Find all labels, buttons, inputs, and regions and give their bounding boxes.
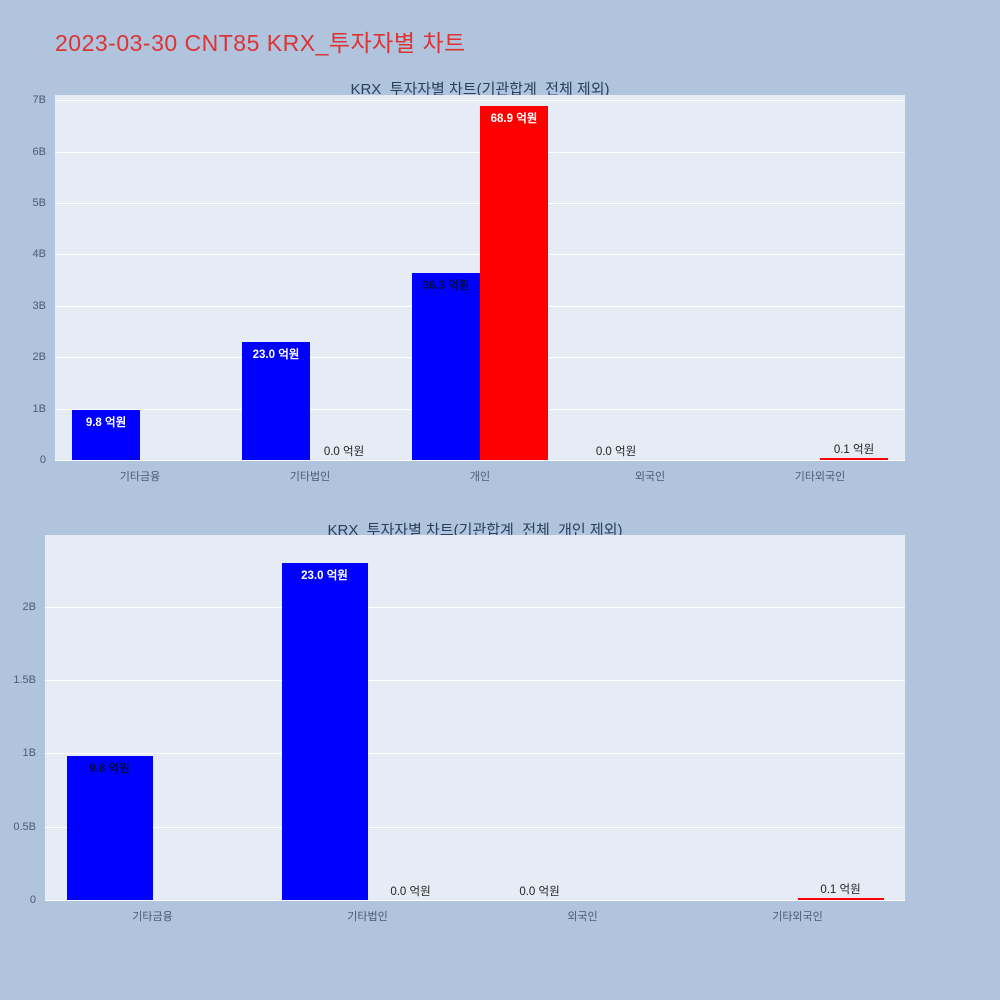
red-bar	[797, 897, 884, 900]
bar-value-label: 0.0 억원	[390, 886, 431, 898]
x-category-label: 개인	[469, 471, 491, 483]
bar-value-label: 0.1 억원	[833, 443, 875, 456]
x-category-label: 기타외국인	[794, 471, 846, 483]
x-axis: 기타금융 기타법인 외국인 기타외국인	[45, 905, 905, 923]
plot-area: 0 0.5B 1B 1.5B 2B 9.8 억원 23.0 억원 0.0 억원 0.0 억원 0.…	[13, 535, 905, 906]
chart-title: KRX_투자자별 차트(기관합계_전체 제외)	[350, 81, 610, 98]
y-tick-label: 6B	[32, 145, 46, 158]
grid-line	[45, 826, 905, 828]
y-tick-label: 5B	[32, 196, 46, 209]
blue-bar	[281, 562, 368, 900]
x-category-label: 기타금융	[132, 911, 173, 923]
grid-line	[45, 753, 905, 755]
plot-area: 0 1B 2B 3B 4B 5B 6B 7B 9.8 억원 23.0 억원 0.0 억원 36.3 억…	[33, 94, 905, 466]
y-tick-label: 2B	[22, 600, 36, 613]
bar-value-label: 23.0 억원	[301, 569, 348, 582]
red-bar	[480, 105, 548, 460]
y-tick-label: 7B	[32, 94, 46, 107]
bar-value-label: 0.0 억원	[595, 446, 637, 458]
bar-value-label: 0.0 억원	[519, 886, 560, 898]
y-tick-label: 0	[29, 894, 36, 906]
bar-value-label: 0.1 억원	[820, 883, 861, 896]
x-category-label: 외국인	[567, 911, 598, 923]
grid-line	[45, 606, 905, 608]
grid-line	[45, 900, 905, 901]
bar-value-label: 36.3 억원	[422, 280, 470, 293]
x-category-label: 기타법인	[289, 471, 331, 483]
y-tick-label: 3B	[32, 299, 46, 312]
x-category-label: 기타금융	[119, 471, 161, 483]
blue-bar	[412, 273, 480, 460]
x-axis: 기타금융 기타법인 개인 외국인 기타외국인	[55, 465, 905, 483]
bar-value-label: 23.0 억원	[252, 348, 300, 361]
y-tick-label: 1.5B	[13, 674, 36, 687]
y-tick-label: 1B	[22, 747, 36, 760]
blue-bar	[72, 409, 140, 460]
red-bar	[820, 457, 888, 460]
blue-bar	[242, 341, 310, 460]
bar-value-label: 68.9 억원	[490, 112, 538, 125]
bar-value-label: 0.0 억원	[323, 446, 365, 458]
grid-line	[55, 100, 905, 102]
page-title: 2023-03-30 CNT85 KRX_투자자별 차트	[55, 30, 466, 56]
grid-line	[55, 460, 905, 461]
chart-title: KRX_투자자별 차트(기관합계_전체_개인 제외)	[327, 522, 623, 539]
x-category-label: 기타외국인	[772, 911, 823, 923]
x-category-label: 외국인	[634, 471, 666, 483]
bar-value-label: 9.8 억원	[85, 416, 127, 429]
y-tick-label: 4B	[32, 248, 46, 261]
grid-line	[45, 680, 905, 682]
bar-value-label: 9.8 억원	[89, 763, 130, 776]
y-tick-label: 2B	[32, 351, 46, 364]
y-tick-label: 0.5B	[13, 820, 36, 833]
x-category-label: 기타법인	[347, 911, 388, 923]
blue-bar	[66, 756, 153, 900]
y-tick-label: 0	[39, 454, 46, 466]
y-tick-label: 1B	[32, 402, 46, 415]
